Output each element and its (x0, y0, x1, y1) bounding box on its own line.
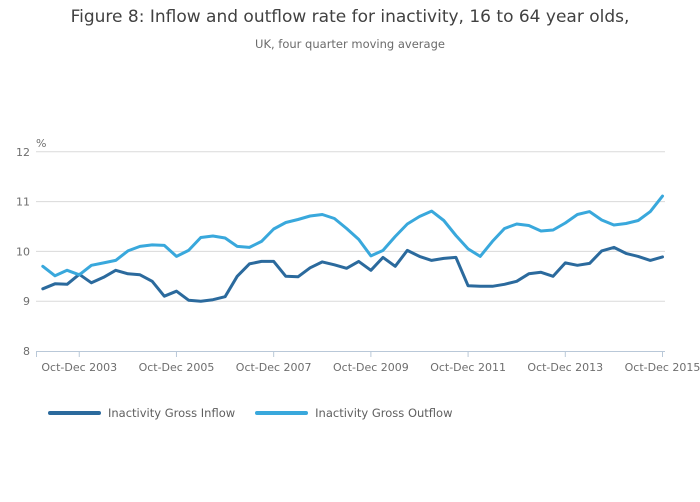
legend-item-outflow: Inactivity Gross Outflow (255, 406, 452, 420)
y-tick-label-10: 10 (16, 245, 30, 258)
chart-legend: Inactivity Gross Inflow Inactivity Gross… (48, 406, 452, 420)
x-tick-label: Oct-Dec 2011 (430, 361, 506, 374)
outflow-line (41, 194, 664, 278)
x-tick-label: Oct-Dec 2003 (41, 361, 117, 374)
legend-label-outflow: Inactivity Gross Outflow (315, 406, 453, 420)
y-tick-label-9: 9 (23, 295, 30, 308)
inflow-line-swatch-icon (48, 411, 101, 415)
y-tick-label-11: 11 (16, 196, 30, 209)
y-axis-unit-label: % (36, 137, 46, 150)
x-tick-label: Oct-Dec 2005 (139, 361, 215, 374)
chart-subtitle: UK, four quarter moving average (255, 37, 445, 51)
x-tick-label: Oct-Dec 2009 (333, 361, 409, 374)
legend-item-inflow: Inactivity Gross Inflow (48, 406, 235, 420)
chart-title: Figure 8: Inflow and outflow rate for in… (70, 7, 630, 27)
outflow-line-swatch-icon (255, 411, 309, 415)
y-tick-label-8: 8 (23, 345, 30, 358)
legend-label-inflow: Inactivity Gross Inflow (108, 406, 236, 420)
x-tick-label: Oct-Dec 2007 (236, 361, 312, 374)
x-tick-label: Oct-Dec 2013 (527, 361, 603, 374)
y-tick-label-12: 12 (16, 146, 30, 159)
x-tick-label: Oct-Dec 2015 (625, 361, 700, 374)
inflow-line (41, 245, 664, 303)
